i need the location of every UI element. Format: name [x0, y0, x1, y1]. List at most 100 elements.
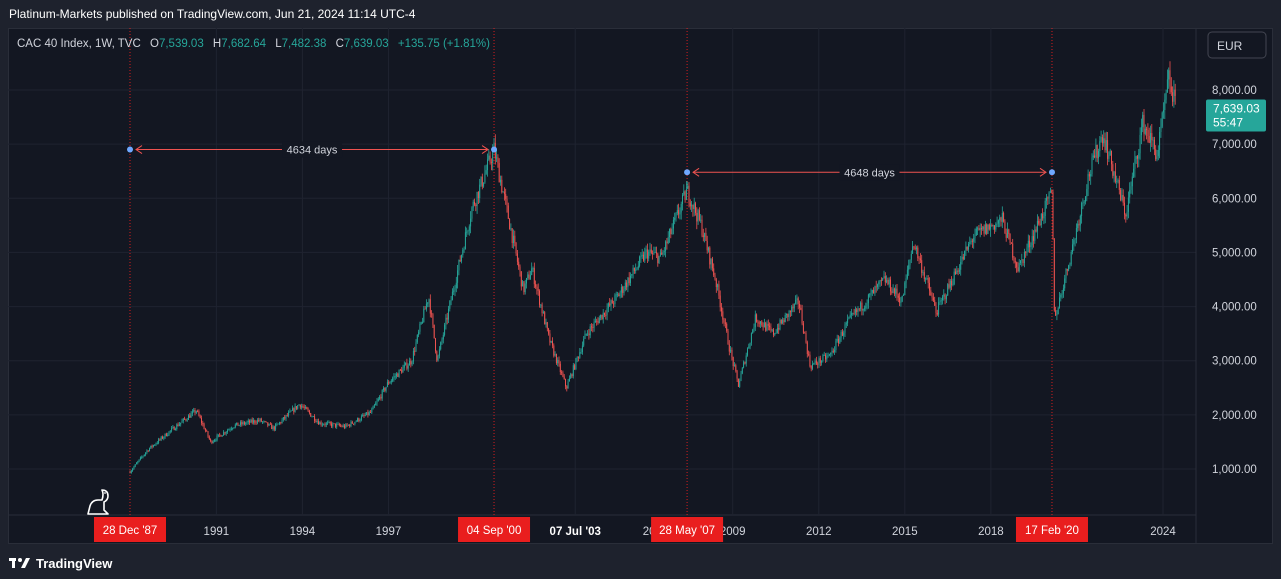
candle-body [839, 337, 841, 344]
candle-body [419, 323, 421, 332]
candle-body [945, 295, 947, 300]
candle-body [878, 282, 880, 285]
candle-body [481, 176, 483, 187]
candle-body [347, 424, 349, 426]
candle-body [136, 463, 137, 465]
candle-body [575, 358, 577, 370]
candle-body [242, 422, 244, 425]
candle-body [559, 363, 561, 373]
candle-body [936, 312, 938, 315]
candle-body [492, 150, 494, 163]
candle-body [748, 346, 750, 349]
candle-body [1083, 201, 1085, 203]
candle-body [1000, 217, 1002, 222]
candle-body [445, 317, 447, 325]
candle-body [749, 342, 751, 347]
candle-body [825, 355, 826, 360]
candle-body [583, 339, 585, 346]
candle-body [663, 251, 665, 252]
candle-body [389, 382, 391, 384]
candle-body [761, 321, 763, 326]
candle-body [708, 247, 709, 251]
currency-button[interactable]: EUR [1207, 31, 1267, 59]
chart-canvas[interactable]: 4634 days 4648 days 1,000.00 2,000.00 3,000… [8, 28, 1273, 544]
candle-body [1023, 252, 1025, 263]
candle-body [1164, 99, 1166, 111]
date-range-label-bg [839, 164, 900, 181]
candle-body [537, 288, 539, 291]
candle-body [676, 210, 678, 214]
candle-body [1073, 240, 1075, 245]
candle-body [1066, 269, 1068, 271]
candle-body [728, 344, 730, 352]
candle-body [628, 277, 630, 284]
candle-body [853, 313, 855, 315]
candle-body [653, 252, 655, 254]
y-tick-label: 6,000.00 [1212, 193, 1257, 205]
candle-body [529, 275, 531, 280]
candle-body [986, 224, 988, 234]
candle-body [675, 213, 677, 218]
candle-body [1062, 288, 1064, 294]
candle-body [359, 420, 361, 422]
footer-brand[interactable]: TradingView [36, 555, 113, 571]
candle-body [721, 307, 722, 312]
candle-body [373, 405, 375, 407]
candle-body [435, 338, 436, 352]
candle-body [425, 303, 427, 310]
tradingview-logo-icon[interactable] [9, 557, 31, 569]
candle-body [267, 422, 269, 426]
publisher-text: Platinum-Markets published on TradingVie… [9, 7, 416, 21]
candle-body [957, 270, 959, 272]
candle-body [1060, 294, 1062, 298]
candle-body [523, 281, 525, 293]
legend-close-label: C [336, 38, 344, 50]
candle-body [633, 267, 635, 271]
legend-symbol: CAC 40 Index, 1W, TVC [17, 38, 141, 50]
candle-body [177, 424, 179, 426]
candle-body [216, 435, 218, 441]
candle-body [550, 340, 552, 343]
candle-body [688, 185, 690, 203]
x-tick-label: 1997 [376, 526, 402, 538]
candle-body [871, 289, 873, 293]
x-tick-label: 2018 [978, 526, 1004, 538]
candle-body [484, 173, 486, 183]
candle-body [366, 412, 368, 416]
candle-body [971, 240, 973, 242]
candle-body [342, 425, 344, 427]
candle-body [416, 334, 418, 343]
candle-body [432, 314, 434, 325]
candle-body [1075, 228, 1077, 240]
candle-body [154, 444, 156, 446]
candle-body [597, 320, 599, 324]
candle-body [584, 333, 586, 340]
candle-body [191, 411, 193, 414]
candle-body [1014, 261, 1016, 263]
candle-body [208, 436, 210, 439]
candle-body [238, 424, 240, 426]
candle-body [498, 163, 500, 183]
candle-body [320, 422, 322, 425]
candle-body [1096, 144, 1098, 159]
candle-body [696, 212, 698, 222]
candle-body [334, 423, 336, 427]
candle-body [301, 406, 303, 408]
candle-body [931, 295, 933, 298]
candle-body [292, 408, 293, 411]
candle-body [799, 303, 800, 308]
candle-body [1100, 137, 1102, 142]
legend-low-label: L [275, 38, 282, 50]
candle-body [279, 422, 280, 424]
candle-body [155, 443, 157, 445]
candle-body [1088, 174, 1090, 177]
candle-body [665, 241, 667, 252]
candle-body [355, 421, 357, 423]
candle-body [247, 420, 249, 423]
candle-body [319, 422, 321, 425]
candle-body [345, 424, 347, 428]
candle-body [272, 426, 274, 430]
candle-body [349, 424, 351, 427]
candle-body [298, 404, 300, 406]
candle-body [1105, 140, 1107, 151]
